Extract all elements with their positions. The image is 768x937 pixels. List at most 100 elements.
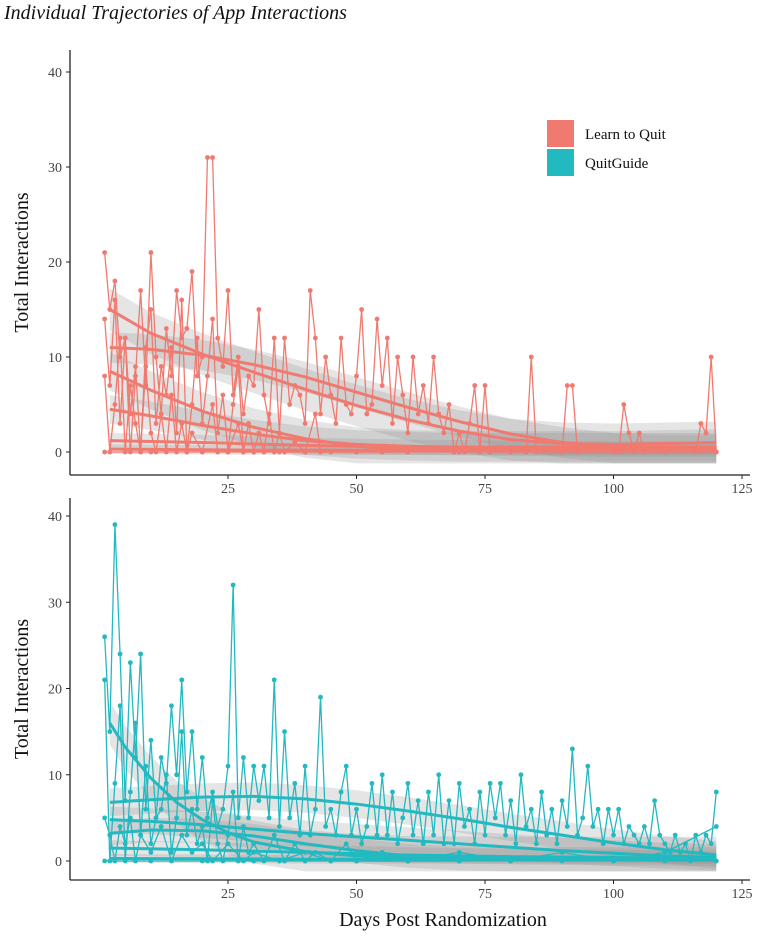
- quitguide-point-2-14: [210, 858, 215, 864]
- learn-confidence-bands: [109, 288, 717, 464]
- learn-point-0-17: [189, 269, 195, 274]
- learn-point-2-14: [174, 449, 180, 455]
- learn-point-0-69: [456, 430, 462, 436]
- quitguide-point-1-5: [127, 789, 133, 795]
- learn-point-0-15: [179, 335, 185, 341]
- learn-point-0-59: [405, 430, 411, 436]
- quitguide-point-0-38: [297, 832, 303, 838]
- quitguide-point-1-23: [220, 858, 226, 864]
- quitguide-point-1-4: [122, 858, 128, 864]
- learn-trajectory-points: [102, 155, 719, 455]
- learn-point-0-7: [138, 288, 144, 293]
- learn-point-2-15: [179, 421, 185, 426]
- quitguide-point-0-42: [318, 694, 323, 700]
- learn-point-2-13: [169, 392, 174, 398]
- learn-point-0-86: [621, 402, 627, 407]
- learn-point-0-79: [534, 449, 539, 455]
- learn-point-0-1: [107, 307, 113, 312]
- quitguide-ticks: 0 10 20 30 40 25 50 75 100 125: [48, 510, 753, 902]
- quitguide-point-1-1: [107, 858, 113, 864]
- learn-point-0-2: [112, 278, 118, 284]
- learn-point-1-42: [379, 449, 385, 455]
- learn-point-0-22: [215, 335, 221, 341]
- quitguide-point-0-83: [528, 806, 534, 812]
- learn-smooth-curve-5: [109, 447, 717, 452]
- quitguide-point-0-44: [328, 806, 334, 812]
- learn-point-1-25: [230, 402, 236, 407]
- learn-point-0-63: [426, 421, 431, 426]
- quitguide-point-2-12: [189, 849, 195, 855]
- learn-point-0-13: [169, 373, 174, 379]
- quitguide-point-0-34: [277, 824, 282, 829]
- learn-point-1-11: [158, 364, 164, 369]
- learn-point-0-73: [477, 449, 483, 455]
- quitguide-point-1-6: [133, 720, 138, 726]
- learn-point-0-81: [564, 383, 570, 388]
- learn-ticks: 0 10 20 30 40 25 50 75 100 125: [48, 66, 753, 497]
- learn-point-2-9: [148, 430, 154, 436]
- quitguide-point-2-18: [277, 858, 282, 864]
- quitguide-point-1-16: [184, 832, 190, 838]
- learn-point-2-6: [133, 421, 138, 426]
- quitguide-point-1-25: [230, 789, 236, 795]
- learn-point-1-32: [266, 411, 272, 417]
- learn-point-3-0: [102, 449, 108, 455]
- quitguide-point-0-103: [631, 832, 637, 838]
- legend-label-learn: Learn to Quit: [585, 127, 667, 143]
- quitguide-point-0-99: [611, 832, 616, 838]
- quitguide-point-0-111: [672, 832, 678, 838]
- quitguide-point-0-47: [343, 763, 349, 769]
- learn-point-1-31: [261, 449, 267, 455]
- learn-point-0-40: [307, 288, 313, 293]
- quitguide-point-1-27: [241, 824, 246, 829]
- learn-point-2-0: [102, 373, 108, 379]
- quitguide-point-0-64: [431, 832, 436, 838]
- learn-point-3-11: [662, 449, 668, 455]
- quitguide-point-3-8: [508, 858, 514, 864]
- learn-point-1-17: [189, 402, 195, 407]
- learn-point-2-3: [117, 335, 123, 341]
- quitguide-point-0-74: [482, 832, 488, 838]
- learn-point-0-50: [359, 307, 365, 312]
- learn-point-0-66: [441, 430, 447, 436]
- learn-point-0-85: [616, 449, 622, 455]
- quitguide-point-1-13: [169, 849, 174, 855]
- quitguide-point-3-12: [713, 858, 719, 864]
- learn-point-3-10: [611, 449, 616, 455]
- quitguide-point-2-4: [122, 841, 128, 847]
- learn-point-0-72: [472, 383, 478, 388]
- learn-point-3-8: [508, 449, 514, 455]
- quitguide-point-0-109: [662, 841, 668, 847]
- quitguide-point-0-62: [420, 841, 426, 847]
- learn-point-0-53: [374, 316, 380, 322]
- learn-point-0-19: [199, 354, 205, 360]
- x-tick-label: 75: [478, 887, 492, 902]
- quitguide-point-0-73: [477, 789, 483, 795]
- learn-point-2-10: [153, 449, 159, 455]
- y-tick-label: 40: [48, 510, 62, 525]
- quitguide-point-0-59: [405, 780, 411, 786]
- quitguide-point-0-72: [472, 841, 478, 847]
- learn-point-1-22: [215, 430, 221, 436]
- quitguide-point-0-106: [647, 841, 652, 847]
- learn-point-0-75: [487, 449, 493, 455]
- quitguide-point-0-117: [703, 832, 709, 838]
- learn-point-0-0: [102, 250, 108, 255]
- quitguide-point-0-65: [436, 772, 442, 778]
- quitguide-point-2-17: [251, 849, 257, 855]
- quitguide-point-1-12: [163, 772, 169, 778]
- quitguide-point-1-39: [379, 849, 385, 855]
- quitguide-point-1-29: [251, 841, 257, 847]
- quitguide-point-0-91: [569, 746, 575, 752]
- learn-point-0-49: [354, 373, 359, 379]
- quitguide-point-0-28: [246, 815, 251, 821]
- quitguide-point-1-8: [143, 763, 149, 769]
- quitguide-point-0-36: [287, 815, 293, 821]
- learn-point-0-70: [462, 449, 467, 455]
- quitguide-point-0-54: [379, 772, 385, 778]
- learn-point-2-16: [184, 449, 190, 455]
- learn-point-2-25: [277, 449, 282, 455]
- quitguide-point-0-88: [554, 841, 560, 847]
- learn-point-2-20: [215, 449, 221, 455]
